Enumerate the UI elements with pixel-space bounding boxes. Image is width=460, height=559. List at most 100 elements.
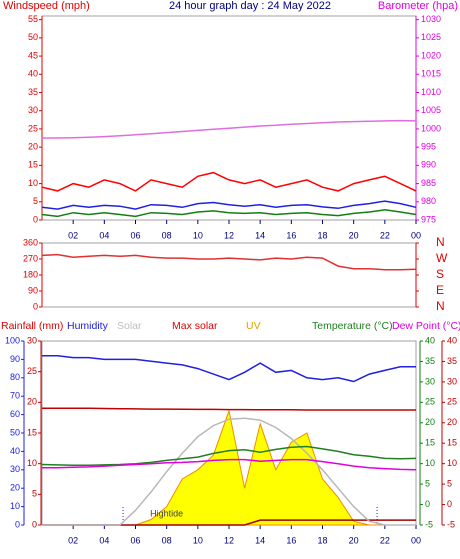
x-tick-label: 06 <box>130 535 140 545</box>
x-tick-label: 12 <box>224 230 234 240</box>
y-tick-label: 5 <box>447 478 452 488</box>
y-tick-label: 0 <box>32 519 37 529</box>
y-tick-label: 25 <box>27 366 37 376</box>
y-tick-label: 20 <box>27 397 37 407</box>
y-tick-label: 10 <box>28 178 38 188</box>
y-tick-label: -5 <box>425 519 433 529</box>
x-tick-label: 20 <box>349 230 359 240</box>
x-tick-label: 00 <box>411 535 421 545</box>
y-tick-label: 55 <box>28 14 38 24</box>
y-tick-label: 40 <box>10 446 20 456</box>
y-tick-label: 0 <box>425 499 430 509</box>
y-tick-label: 30 <box>28 105 38 115</box>
y-tick-label: 0 <box>15 519 20 529</box>
annotation: Hightide <box>150 508 183 518</box>
y-tick-label: 70 <box>10 391 20 401</box>
y-tick-label: 5 <box>33 196 38 206</box>
y-tick-label: S <box>436 267 444 281</box>
y-tick-label: 20 <box>28 142 38 152</box>
y-tick-label: 40 <box>447 335 457 345</box>
y-tick-label: 30 <box>10 464 20 474</box>
y-tick-label: 15 <box>425 438 435 448</box>
y-tick-label: 1020 <box>421 50 441 60</box>
x-tick-label: 10 <box>193 535 203 545</box>
y-tick-label: 25 <box>447 397 457 407</box>
series-line <box>42 407 416 411</box>
y-tick-label: 40 <box>28 69 38 79</box>
y-tick-label: 0 <box>447 499 452 509</box>
x-tick-label: 18 <box>317 535 327 545</box>
y-tick-label: 0 <box>33 214 38 224</box>
y-tick-label: 50 <box>10 427 20 437</box>
series-line <box>41 171 417 192</box>
y-tick-label: 50 <box>28 32 38 42</box>
y-tick-label: 15 <box>27 427 37 437</box>
legend-entry: Solar <box>117 320 142 332</box>
x-tick-label: 08 <box>162 230 172 240</box>
series-line <box>41 200 417 210</box>
y-tick-label: 40 <box>425 335 435 345</box>
y-tick-label: 35 <box>28 87 38 97</box>
y-tick-label: 360 <box>23 237 38 247</box>
y-tick-label: 90 <box>28 285 38 295</box>
y-tick-label: 30 <box>447 376 457 386</box>
y-tick-label: 30 <box>27 335 37 345</box>
y-tick-label: 15 <box>447 438 457 448</box>
x-tick-label: 04 <box>99 230 109 240</box>
y-tick-label: 995 <box>421 142 436 152</box>
y-tick-label: 5 <box>425 478 430 488</box>
y-tick-label: 10 <box>27 458 37 468</box>
x-tick-label: 04 <box>99 535 109 545</box>
y-tick-label: 20 <box>425 417 435 427</box>
y-tick-label: 1030 <box>421 14 441 24</box>
y-tick-label: 80 <box>10 372 20 382</box>
series-line <box>41 209 417 218</box>
x-tick-label: 06 <box>130 230 140 240</box>
y-tick-label: 100 <box>5 335 20 345</box>
x-tick-label: 22 <box>380 535 390 545</box>
legend-entry: Max solar <box>172 320 218 332</box>
legend-entry: UV <box>246 320 261 332</box>
y-tick-label: 35 <box>425 356 435 366</box>
x-tick-label: 22 <box>380 230 390 240</box>
series-line <box>41 445 417 467</box>
y-tick-label: 10 <box>10 501 20 511</box>
y-tick-label: 20 <box>10 483 20 493</box>
legend-entry: Humidity <box>67 320 109 332</box>
y-axis-title: Windspeed (mph) <box>3 0 90 12</box>
y-tick-label: W <box>436 251 448 265</box>
y-tick-label: 180 <box>23 269 38 279</box>
y-tick-label: 20 <box>447 417 457 427</box>
y-tick-label: 25 <box>425 397 435 407</box>
y-tick-label: 980 <box>421 196 436 206</box>
y-tick-label: 30 <box>425 376 435 386</box>
y-tick-label: 1000 <box>421 123 441 133</box>
x-tick-label: 02 <box>68 535 78 545</box>
y-tick-label: 270 <box>23 253 38 263</box>
y-tick-label: 1025 <box>421 32 441 42</box>
y-tick-label: 0 <box>33 301 38 311</box>
y-tick-label: 90 <box>10 354 20 364</box>
y-tick-label: 1015 <box>421 69 441 79</box>
legend-entry: Temperature (°C) <box>312 320 393 332</box>
y-tick-label: 1010 <box>421 87 441 97</box>
y-tick-label: 25 <box>28 123 38 133</box>
x-tick-label: 20 <box>349 535 359 545</box>
x-tick-label: 18 <box>317 230 327 240</box>
y-tick-label: 990 <box>421 160 436 170</box>
y-tick-label: -5 <box>447 519 455 529</box>
y-tick-label: 45 <box>28 50 38 60</box>
series-line <box>42 354 416 383</box>
series-line <box>42 458 417 471</box>
y-tick-label: 10 <box>447 458 457 468</box>
x-tick-label: 08 <box>162 535 172 545</box>
y-tick-label: N <box>436 235 445 249</box>
chart-title: 24 hour graph day : 24 May 2022 <box>169 0 331 12</box>
legend-entry: Dew Point (°C) <box>392 320 460 332</box>
y-tick-label: 35 <box>447 356 457 366</box>
x-tick-label: 16 <box>286 535 296 545</box>
x-tick-label: 14 <box>255 230 265 240</box>
y-tick-label: 975 <box>421 214 436 224</box>
